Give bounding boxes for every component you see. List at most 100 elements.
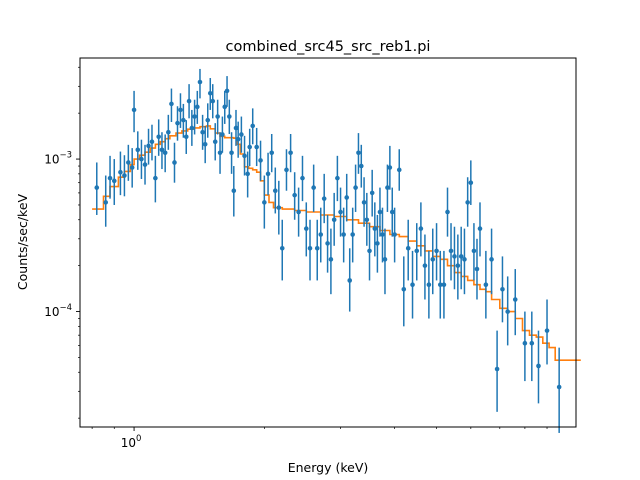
- data-marker: [441, 282, 447, 288]
- data-point: [207, 78, 213, 110]
- data-point: [430, 228, 436, 295]
- data-point: [169, 88, 174, 123]
- data-marker: [242, 153, 247, 159]
- data-marker: [385, 185, 390, 190]
- data-point: [202, 125, 208, 164]
- data-marker: [437, 282, 443, 288]
- data-point: [245, 151, 250, 198]
- data-point: [247, 128, 252, 167]
- data-point: [500, 256, 505, 323]
- data-marker: [387, 165, 393, 170]
- x-axis-label: Energy (keV): [288, 460, 369, 475]
- data-marker: [489, 257, 494, 262]
- data-point: [418, 202, 424, 257]
- data-marker: [262, 200, 267, 205]
- data-point: [129, 148, 135, 188]
- data-point: [181, 103, 186, 138]
- data-point: [536, 330, 541, 404]
- data-point: [178, 93, 183, 128]
- data-point: [396, 149, 402, 191]
- data-marker: [445, 209, 450, 215]
- data-marker: [356, 150, 361, 156]
- data-point: [347, 248, 353, 312]
- data-marker: [434, 248, 439, 254]
- data-marker: [455, 263, 461, 268]
- data-point: [296, 187, 301, 237]
- data-marker: [156, 134, 161, 140]
- data-point: [135, 131, 141, 170]
- data-marker: [318, 232, 324, 237]
- data-point: [380, 207, 385, 263]
- data-point: [242, 135, 247, 176]
- data-point: [307, 219, 313, 281]
- data-marker: [536, 363, 541, 369]
- data-marker: [361, 200, 367, 205]
- data-point: [292, 172, 297, 220]
- data-point: [325, 214, 330, 273]
- data-marker: [135, 147, 141, 153]
- data-point: [227, 99, 232, 135]
- data-marker: [146, 143, 151, 149]
- data-marker: [344, 195, 350, 200]
- data-point: [205, 103, 211, 138]
- data-point: [269, 134, 275, 173]
- data-point: [192, 99, 197, 135]
- data-marker: [377, 209, 383, 215]
- data-point: [544, 299, 550, 365]
- data-marker: [186, 98, 192, 104]
- data-point: [318, 207, 324, 263]
- data-point: [303, 202, 309, 257]
- data-marker: [350, 232, 355, 237]
- data-marker: [494, 366, 500, 372]
- data-point: [375, 214, 380, 273]
- data-marker: [210, 98, 216, 104]
- data-marker: [522, 340, 528, 346]
- data-marker: [483, 282, 489, 288]
- data-point: [258, 140, 263, 181]
- data-marker: [422, 263, 428, 268]
- data-marker: [500, 286, 505, 292]
- data-marker: [405, 245, 411, 251]
- data-point: [512, 269, 518, 336]
- data-point: [103, 175, 109, 227]
- data-marker: [192, 114, 197, 119]
- data-marker: [235, 136, 241, 142]
- data-marker: [231, 188, 237, 194]
- data-point: [224, 76, 230, 107]
- data-point: [462, 228, 467, 295]
- data-marker: [272, 188, 278, 194]
- data-point: [189, 109, 195, 146]
- data-point: [197, 68, 203, 99]
- data-marker: [418, 226, 424, 231]
- data-marker: [372, 226, 378, 231]
- data-point: [220, 116, 225, 153]
- data-marker: [529, 340, 535, 346]
- y-tick-exponent: −3: [59, 151, 72, 161]
- data-marker: [279, 245, 285, 251]
- data-marker: [200, 129, 205, 135]
- data-point: [392, 207, 397, 263]
- data-point: [477, 202, 483, 257]
- data-marker: [169, 101, 174, 107]
- data-marker: [341, 232, 346, 237]
- data-marker: [474, 266, 480, 272]
- data-marker: [314, 245, 320, 251]
- data-point: [505, 276, 510, 346]
- data-marker: [220, 132, 225, 137]
- data-point: [471, 223, 477, 281]
- data-marker: [149, 139, 155, 144]
- data-point: [229, 132, 234, 174]
- data-point: [401, 256, 407, 327]
- data-point: [126, 144, 131, 181]
- data-point: [361, 177, 367, 227]
- data-marker: [254, 144, 259, 150]
- data-marker: [544, 328, 550, 333]
- data-point: [300, 155, 305, 202]
- data-point: [358, 144, 364, 188]
- data-point: [356, 133, 361, 174]
- data-marker: [202, 141, 208, 147]
- data-point: [387, 145, 393, 190]
- y-tick-exponent: −4: [59, 303, 72, 313]
- data-point: [195, 90, 200, 124]
